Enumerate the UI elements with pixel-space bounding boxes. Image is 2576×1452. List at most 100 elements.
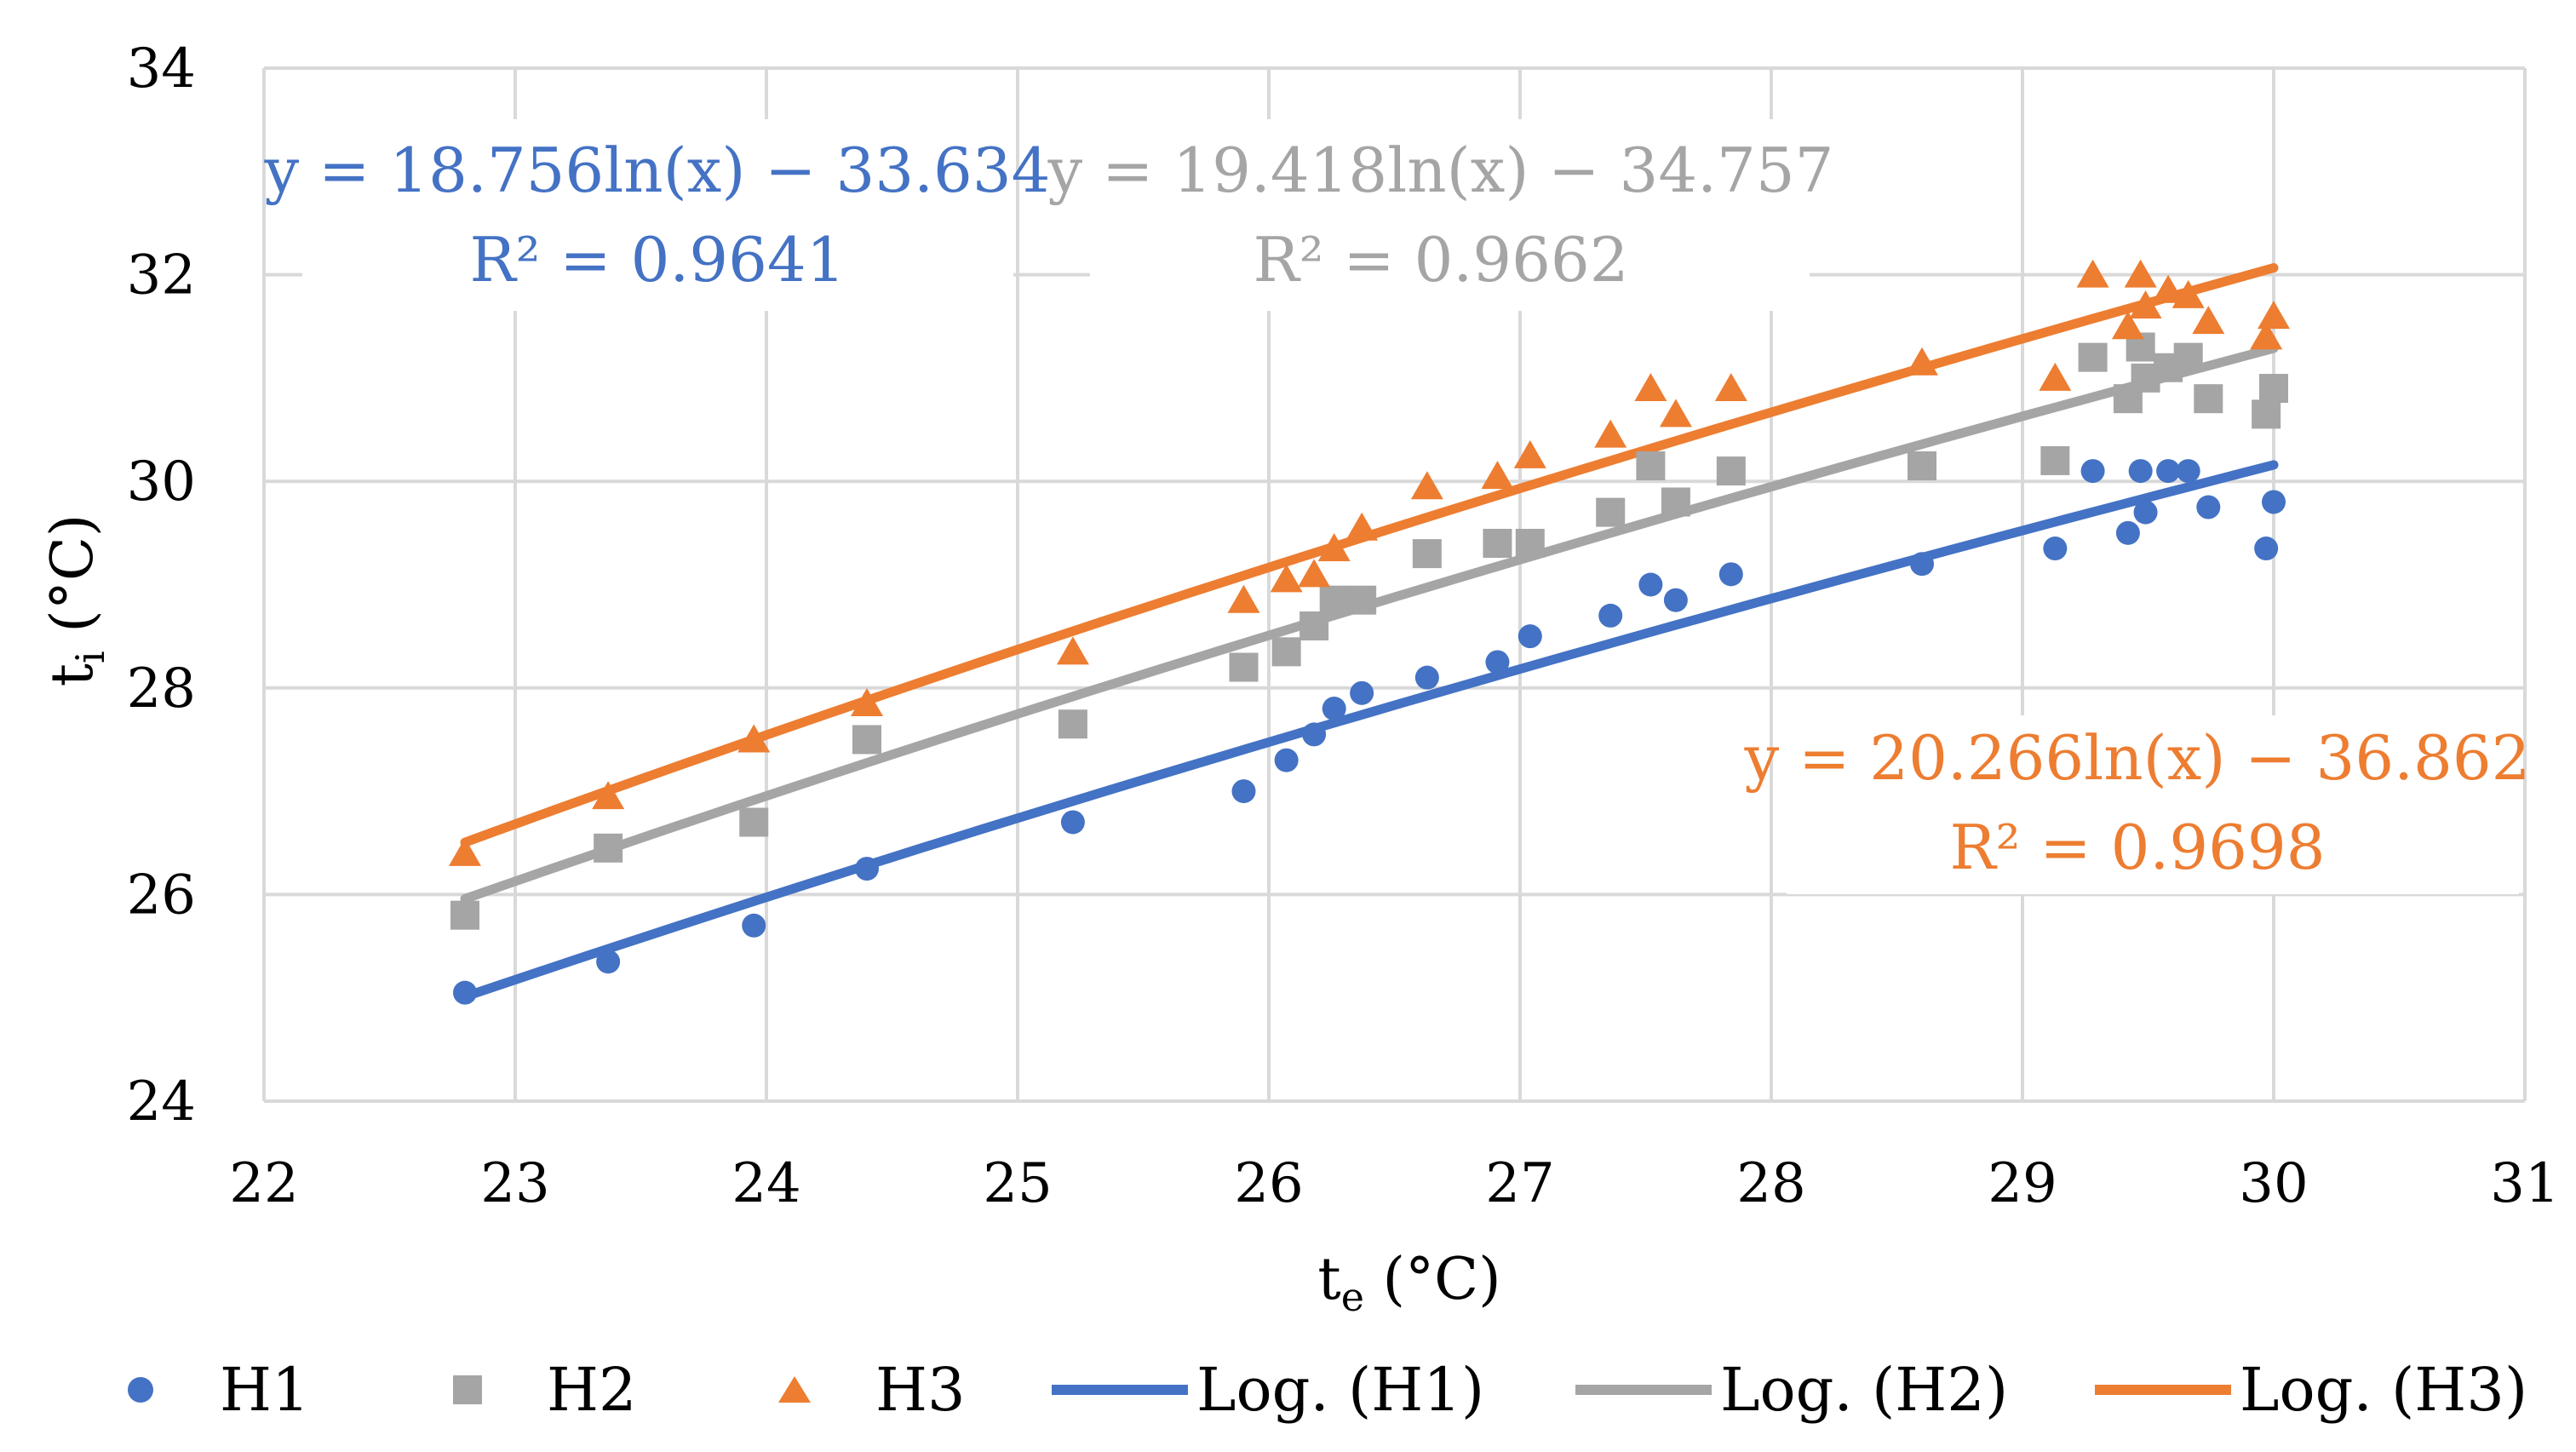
x-tick-label: 27: [1485, 1152, 1554, 1215]
h2-point: [1299, 611, 1329, 641]
r-squared-h2: R² = 0.9662: [1253, 224, 1628, 296]
legend-label-h1: H1: [220, 1355, 310, 1425]
x-tick-label: 25: [983, 1152, 1052, 1215]
h3-point: [1481, 461, 1514, 490]
h2-point: [1229, 652, 1259, 682]
h3-point: [1298, 559, 1331, 588]
legend-marker-h1: [128, 1377, 153, 1403]
legend: H1 H2 H3 Log. (H1) Log. (H2) Log. (H3): [128, 1355, 2527, 1425]
h3-point: [1659, 399, 1692, 428]
h1-point: [1274, 748, 1299, 772]
h3-point: [1634, 373, 1667, 402]
equation-label-h1: y = 18.756ln(x) − 33.634 R² = 0.9641: [264, 119, 1050, 311]
h3-point: [592, 781, 625, 810]
x-tick-label: 28: [1736, 1152, 1805, 1215]
y-axis-title: ti (°C): [39, 514, 113, 687]
h3-point: [449, 837, 481, 866]
h1-point: [1638, 572, 1663, 597]
h2-point: [2259, 374, 2288, 404]
h1-point: [1414, 665, 1439, 690]
equation-label-h3: y = 20.266ln(x) − 36.862 R² = 0.9698: [1744, 715, 2531, 894]
h3-point: [2258, 301, 2290, 330]
y-tick-label: 32: [127, 244, 196, 307]
h3-point: [2192, 306, 2225, 335]
legend-item-log-h1: Log. (H1): [1052, 1355, 1484, 1425]
h1-point: [1322, 697, 1346, 721]
x-tick-label: 24: [731, 1152, 800, 1215]
legend-label-log-h3: Log. (H3): [2240, 1355, 2527, 1425]
h1-point: [1231, 779, 1256, 804]
h3-point: [2129, 290, 2162, 319]
h2-point: [2194, 384, 2223, 414]
h3-point: [1317, 533, 1351, 562]
h1-point: [1485, 650, 1510, 674]
y-tick-label: 28: [127, 657, 196, 720]
x-tick-label: 22: [229, 1152, 298, 1215]
h3-point: [2076, 259, 2109, 288]
h1-point: [2156, 459, 2181, 484]
h3-point: [1270, 564, 1303, 593]
h2-point: [1058, 709, 1087, 739]
x-tick-label: 31: [2490, 1152, 2559, 1215]
h1-point: [2128, 459, 2153, 484]
h3-point: [2172, 279, 2205, 308]
r-squared-h1: R² = 0.9641: [469, 224, 845, 296]
h3-point: [2250, 321, 2283, 350]
h1-point: [1302, 722, 1327, 747]
h2-point: [1515, 528, 1545, 558]
h2-point: [450, 900, 479, 930]
h2-point: [1412, 539, 1442, 569]
h3-point: [1906, 347, 1938, 376]
y-tick-label: 24: [127, 1070, 196, 1133]
h1-point: [2254, 537, 2279, 561]
y-tick-label: 26: [127, 864, 196, 927]
h1-point: [2176, 459, 2200, 484]
h3-point: [1227, 584, 1260, 613]
h3-point: [1056, 636, 1089, 665]
equation-h3: y = 20.266ln(x) − 36.862: [1744, 722, 2531, 794]
legend-marker-h3: [778, 1376, 811, 1403]
x-tick-label: 29: [1988, 1152, 2057, 1215]
legend-item-log-h3: Log. (H3): [2095, 1355, 2527, 1425]
legend-item-h3: H3: [778, 1355, 966, 1425]
h1-point: [2262, 490, 2286, 514]
h2-point: [2078, 342, 2108, 372]
h1-point: [1718, 562, 1743, 587]
h2-point: [2252, 399, 2281, 429]
h3-point: [1513, 439, 1546, 468]
legend-item-h2: H2: [453, 1355, 637, 1425]
legend-label-h3: H3: [875, 1355, 966, 1425]
y-tick-label: 30: [127, 451, 196, 514]
x-tick-label: 30: [2239, 1152, 2308, 1215]
x-tick-label: 23: [480, 1152, 549, 1215]
h3-point: [2124, 259, 2157, 288]
x-tick-label: 26: [1234, 1152, 1303, 1215]
h3-point: [1345, 512, 1379, 541]
equation-h2: y = 19.418ln(x) − 34.757: [1047, 135, 1834, 206]
legend-label-h2: H2: [547, 1355, 637, 1425]
trendline-h1: [460, 460, 2279, 1001]
h2-point: [1636, 451, 1666, 481]
h3-point: [737, 724, 771, 753]
legend-label-log-h2: Log. (H2): [1720, 1355, 2008, 1425]
h2-point: [2040, 445, 2070, 475]
h2-point: [1319, 585, 1349, 615]
h1-point: [1060, 810, 1085, 835]
h1-point: [2080, 459, 2105, 484]
h1-point: [1517, 624, 1542, 649]
h2-point: [594, 833, 623, 863]
h1-point: [742, 913, 766, 938]
x-axis-title: te (°C): [1317, 1246, 1500, 1320]
h2-point: [1908, 451, 1936, 481]
legend-label-log-h1: Log. (H1): [1196, 1355, 1484, 1425]
y-tick-label: 34: [127, 37, 196, 100]
legend-marker-h2: [453, 1375, 482, 1404]
r-squared-h3: R² = 0.9698: [1949, 812, 2325, 883]
h1-point: [2196, 495, 2221, 519]
h1-point: [2043, 537, 2068, 561]
equation-label-h2: y = 19.418ln(x) − 34.757 R² = 0.9662: [1047, 119, 1834, 311]
axis-ticks: 22 23 24 25 26 27 28 29 30 31 24 26 28 30 32 34: [127, 37, 2560, 1215]
h2-point: [1596, 497, 1626, 527]
h2-point: [1347, 585, 1377, 615]
